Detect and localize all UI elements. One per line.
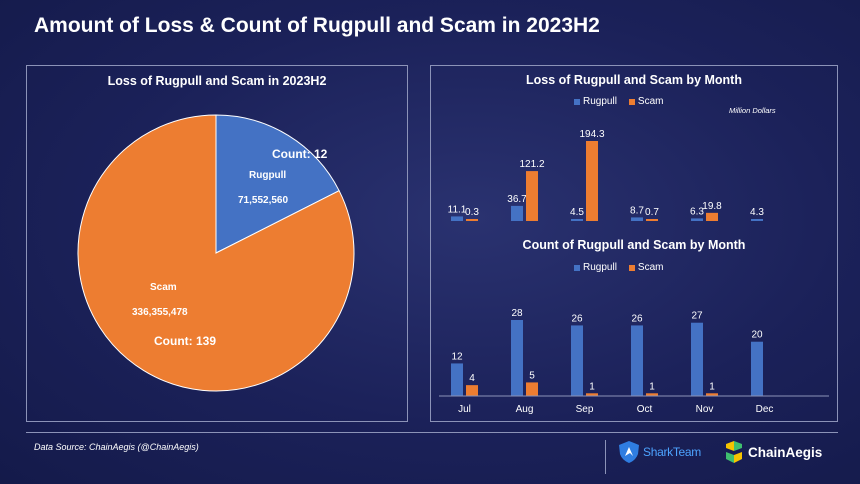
count-bar-rugpull-jul (451, 363, 463, 396)
count-label-rugpull-oct: 26 (631, 313, 643, 324)
x-tick-label-sep: Sep (576, 404, 594, 415)
count-bar-rugpull-nov (691, 322, 703, 396)
loss-bar-rugpull-dec (751, 219, 763, 221)
legend-label-scam: Scam (637, 96, 664, 107)
pie-label-scam-name: Scam (150, 282, 177, 293)
loss-label-rugpull-aug: 36.7 (507, 194, 527, 205)
loss-bar-scam-oct (646, 219, 658, 221)
pie-chart-svg: Count: 12 Rugpull 71,552,560 Scam 336,35… (77, 114, 355, 392)
loss-bar-scam-jul (466, 219, 478, 221)
data-source: Data Source: ChainAegis (@ChainAegis) (34, 442, 199, 452)
loss-label-rugpull-oct: 8.7 (630, 205, 644, 216)
loss-label-rugpull-sep: 4.5 (570, 207, 584, 218)
logo-divider (605, 440, 606, 474)
count-bar-scam-sep (586, 393, 598, 396)
x-tick-label-jul: Jul (458, 404, 471, 415)
pie-chart-panel: Loss of Rugpull and Scam in 2023H2 Count… (26, 65, 408, 422)
sharkteam-logo: SharkTeam (618, 440, 701, 464)
bar-charts-svg: 11.10.3 36.7 121.2 4.5 194.3 8.7 0.7 6.319.8 4.3… (439, 129, 829, 415)
loss-bar-scam-sep (586, 141, 598, 221)
count-bar-scam-aug (526, 382, 538, 396)
count-label-scam-jul: 4 (469, 373, 475, 384)
chainaegis-mark-icon (726, 441, 742, 463)
legend-label-rugpull: Rugpull (583, 262, 617, 273)
count-label-rugpull-dec: 20 (751, 330, 763, 341)
pie-label-scam-count: Count: 139 (154, 334, 216, 348)
count-label-scam-aug: 5 (529, 370, 535, 381)
count-bar-chart-title: Count of Rugpull and Scam by Month (522, 238, 746, 252)
count-bar-rugpull-sep (571, 325, 583, 396)
x-tick-label-nov: Nov (696, 404, 714, 415)
count-label-rugpull-jul: 12 (451, 351, 463, 362)
legend-label-rugpull: Rugpull (583, 96, 617, 107)
count-bar-scam-jul (466, 385, 478, 396)
legend-swatch-scam (628, 264, 635, 271)
loss-label-scam-nov: 19.8 (702, 201, 722, 212)
sharkteam-shield-icon (619, 441, 639, 463)
loss-label-scam-oct: 0.7 (645, 207, 659, 218)
loss-label-scam-sep: 194.3 (579, 129, 604, 140)
x-tick-label-dec: Dec (756, 404, 774, 415)
pie-label-scam-value: 336,355,478 (132, 307, 188, 318)
count-bar-scam-oct (646, 393, 658, 396)
loss-label-scam-aug: 121.2 (519, 159, 544, 170)
count-label-rugpull-sep: 26 (571, 313, 583, 324)
bottom-divider (26, 432, 838, 433)
count-label-rugpull-nov: 27 (691, 311, 703, 322)
chainaegis-logo-text: ChainAegis (748, 444, 823, 460)
loss-bar-rugpull-jul (451, 216, 463, 221)
pie-label-rugpull-name: Rugpull (249, 170, 286, 181)
loss-bar-rugpull-aug (511, 205, 523, 221)
chainaegis-logo: ChainAegis (724, 440, 822, 464)
pie-label-rugpull-count: Count: 12 (272, 147, 328, 161)
loss-label-rugpull-jul: 11.1 (448, 204, 467, 215)
loss-label-rugpull-dec: 4.3 (750, 207, 764, 218)
loss-bar-rugpull-sep (571, 219, 583, 221)
pie-slice-rugpull (215, 114, 340, 254)
count-label-scam-sep: 1 (589, 381, 595, 392)
loss-unit-note: Million Dollars (729, 106, 776, 115)
loss-bar-scam-nov (706, 212, 718, 221)
loss-bar-legend: Rugpull Scam (574, 96, 675, 107)
loss-bar-chart-title: Loss of Rugpull and Scam by Month (526, 73, 742, 87)
legend-label-scam: Scam (637, 262, 664, 273)
bar-charts-panel: Loss of Rugpull and Scam by Month Rugpul… (430, 65, 838, 422)
count-bar-legend: Rugpull Scam (574, 262, 675, 273)
x-tick-label-oct: Oct (637, 404, 653, 415)
pie-chart-title: Loss of Rugpull and Scam in 2023H2 (107, 74, 327, 88)
sharkteam-logo-text: SharkTeam (643, 445, 701, 459)
pie-slice-scam (77, 114, 355, 392)
legend-swatch-scam (628, 98, 635, 105)
count-bar-rugpull-aug (511, 320, 523, 396)
legend-swatch-rugpull (574, 264, 580, 271)
loss-label-rugpull-nov: 6.3 (690, 206, 704, 217)
count-label-scam-oct: 1 (649, 381, 655, 392)
count-bar-scam-nov (706, 393, 718, 396)
loss-bar-rugpull-nov (691, 218, 703, 221)
loss-bar-rugpull-oct (631, 217, 643, 221)
legend-swatch-rugpull (574, 98, 580, 105)
loss-label-scam-jul: 0.3 (465, 207, 479, 218)
count-label-scam-nov: 1 (709, 381, 715, 392)
main-title: Amount of Loss & Count of Rugpull and Sc… (34, 14, 600, 37)
count-label-rugpull-aug: 28 (511, 308, 523, 319)
pie-label-rugpull-value: 71,552,560 (238, 195, 288, 206)
count-bar-rugpull-dec (751, 341, 763, 396)
loss-bar-scam-aug (526, 171, 538, 221)
x-tick-label-aug: Aug (516, 404, 534, 415)
count-bar-rugpull-oct (631, 325, 643, 396)
